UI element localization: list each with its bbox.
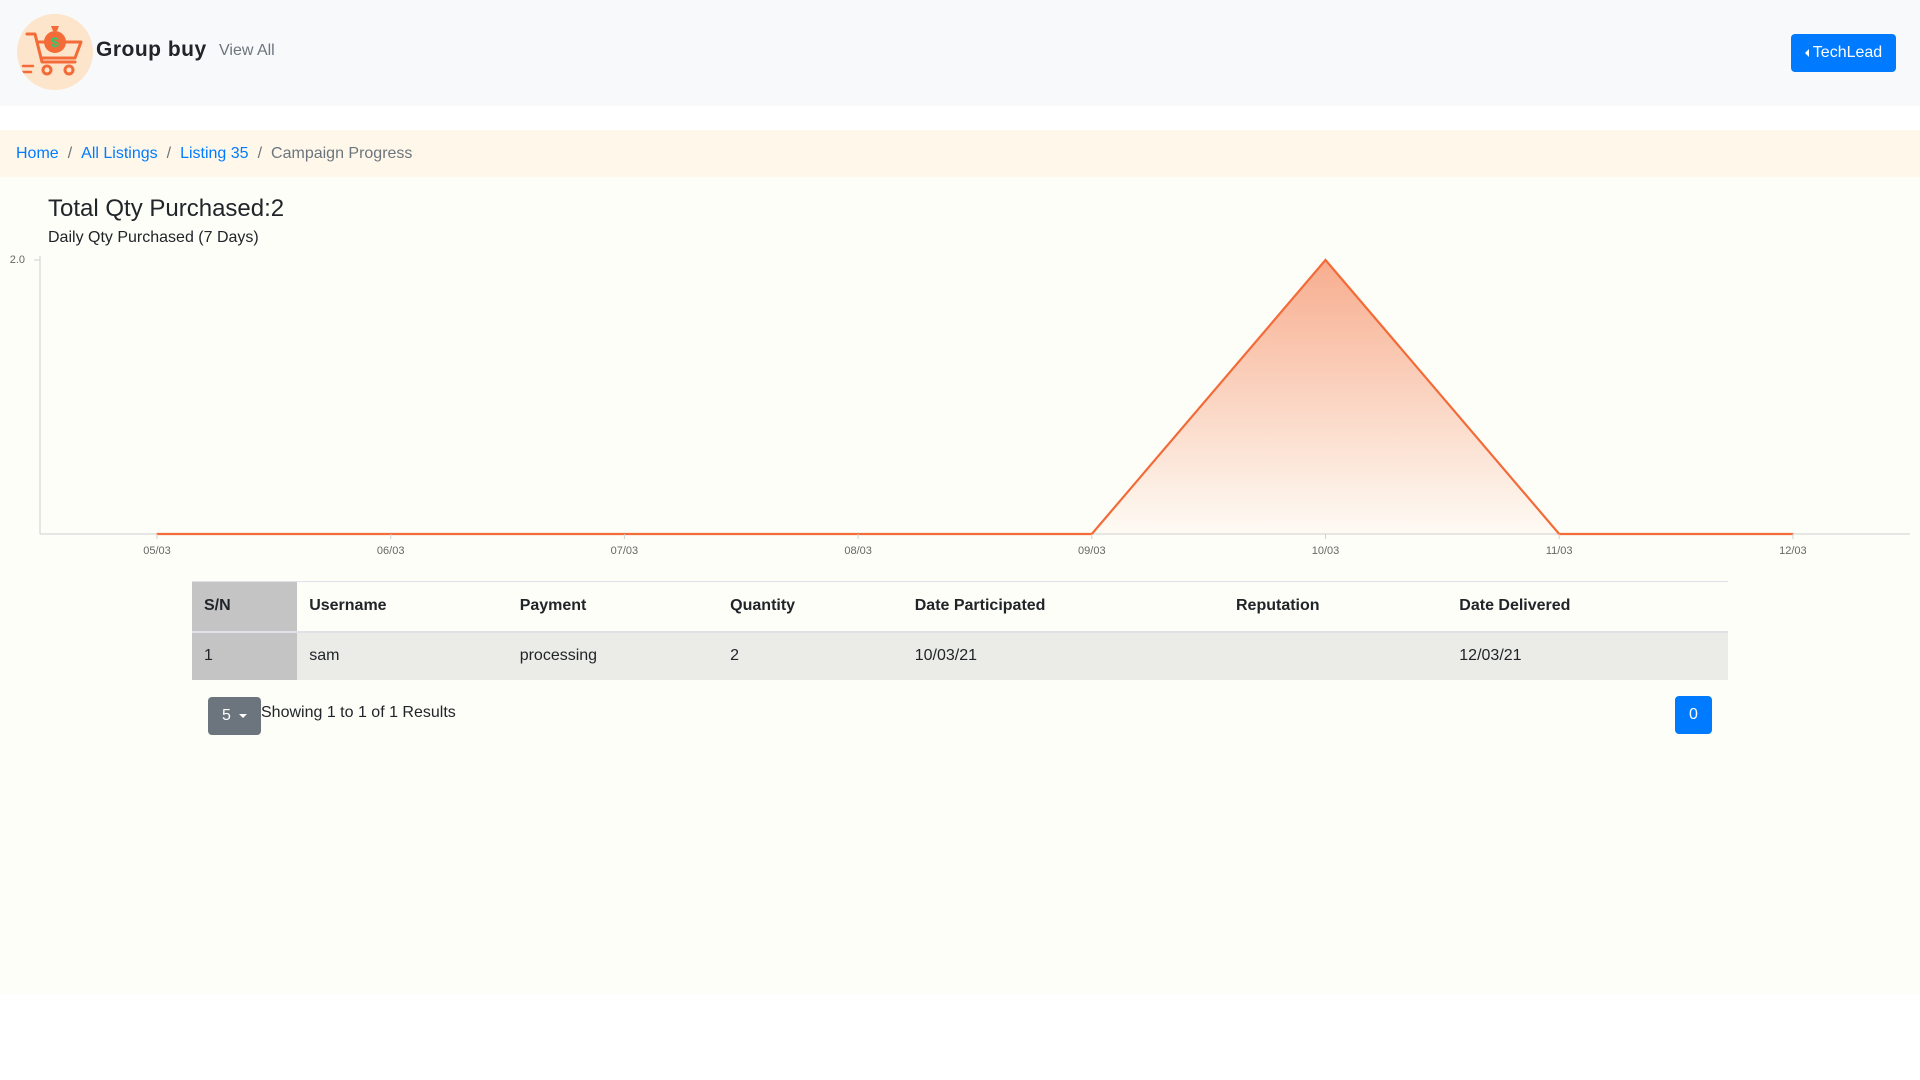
x-tick-label: 12/03 xyxy=(1779,545,1807,557)
cell-username: sam xyxy=(297,631,508,680)
x-tick-label: 08/03 xyxy=(844,545,872,557)
header-date-delivered[interactable]: Date Delivered xyxy=(1447,581,1728,633)
header-reputation[interactable]: Reputation xyxy=(1223,581,1448,633)
header-username[interactable]: Username xyxy=(297,581,508,633)
brand-name[interactable]: Group buy xyxy=(96,38,207,61)
header-sn[interactable]: S/N xyxy=(192,581,298,633)
cell-date-participated: 10/03/21 xyxy=(902,631,1224,680)
breadcrumb-listing[interactable]: Listing 35 xyxy=(180,144,249,162)
data-point xyxy=(1324,259,1327,261)
caret-left-icon xyxy=(1804,49,1809,57)
breadcrumb-home[interactable]: Home xyxy=(16,144,59,162)
main-content: Home / All Listings / Listing 35 / Campa… xyxy=(0,130,1920,994)
chart-title: Daily Qty Purchased (7 Days) xyxy=(48,229,259,246)
series-area xyxy=(157,260,1793,534)
x-tick-label: 09/03 xyxy=(1078,545,1106,557)
breadcrumb-current: Campaign Progress xyxy=(271,144,413,162)
total-qty-heading: Total Qty Purchased:2 xyxy=(48,195,285,222)
participants-table: S/N Username Payment Quantity Date Parti… xyxy=(192,581,1728,680)
area-chart: 2.0 05/03 06/03 07/03 08/03 09/03 10/03 11/03 12… xyxy=(10,254,1910,557)
view-all-link[interactable]: View All xyxy=(219,42,275,59)
x-tick-label: 05/03 xyxy=(143,545,171,557)
breadcrumb-separator: / xyxy=(257,144,263,162)
cell-payment: processing xyxy=(507,631,719,680)
series-line xyxy=(157,258,1793,536)
breadcrumb-separator: / xyxy=(166,144,172,162)
navbar: $ Group buy View All TechLead xyxy=(0,0,1920,106)
breadcrumb: Home / All Listings / Listing 35 / Campa… xyxy=(0,130,1920,177)
svg-text:$: $ xyxy=(51,34,59,50)
results-summary: Showing 1 to 1 of 1 Results xyxy=(261,704,456,721)
x-tick-label: 11/03 xyxy=(1546,545,1573,557)
user-name: TechLead xyxy=(1812,44,1883,61)
cell-reputation xyxy=(1223,631,1448,680)
x-tick-label: 10/03 xyxy=(1312,545,1340,557)
header-quantity[interactable]: Quantity xyxy=(718,581,903,633)
chart-container: 2.0 05/03 06/03 07/03 08/03 09/03 10/03 11/03 12… xyxy=(0,252,1920,702)
page-size-dropdown[interactable]: 5 xyxy=(208,697,261,735)
cell-date-delivered: 12/03/21 xyxy=(1447,631,1728,680)
page-size-value: 5 xyxy=(222,707,231,724)
header-payment[interactable]: Payment xyxy=(507,581,719,633)
shopping-cart-money-bag-icon[interactable]: $ xyxy=(17,14,93,90)
x-tick-label: 07/03 xyxy=(611,545,639,557)
cell-sn: 1 xyxy=(192,631,298,680)
user-menu-button[interactable]: TechLead xyxy=(1791,34,1896,72)
cell-quantity: 2 xyxy=(718,631,903,680)
chevron-down-icon xyxy=(238,714,247,718)
y-tick-label: 2.0 xyxy=(10,254,25,266)
breadcrumb-all-listings[interactable]: All Listings xyxy=(81,144,158,162)
page-button[interactable]: 0 xyxy=(1675,696,1712,734)
table-header-row: S/N Username Payment Quantity Date Parti… xyxy=(192,581,1728,633)
table-row: 1 sam processing 2 10/03/21 12/03/21 xyxy=(192,631,1728,680)
breadcrumb-separator: / xyxy=(67,144,73,162)
header-date-participated[interactable]: Date Participated xyxy=(902,581,1224,633)
x-tick-label: 06/03 xyxy=(377,545,405,557)
